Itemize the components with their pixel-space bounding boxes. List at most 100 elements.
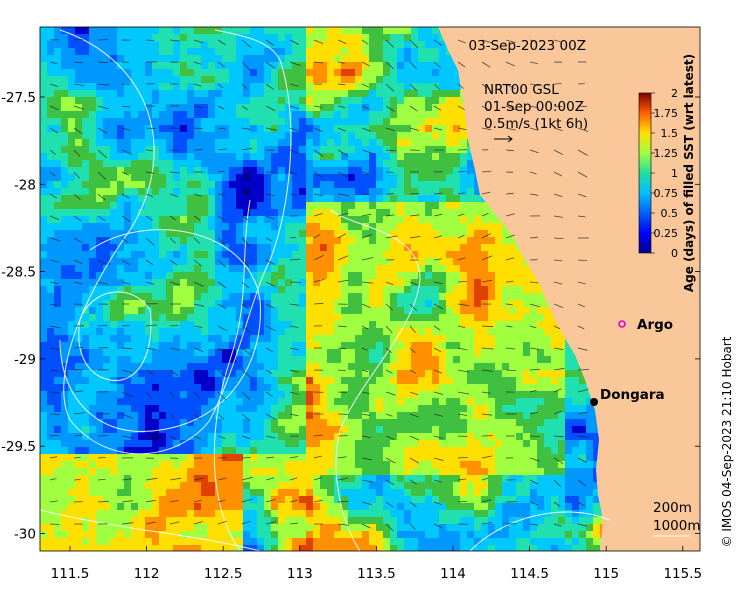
sst-age-cell xyxy=(383,146,390,153)
sst-age-cell xyxy=(355,181,362,188)
sst-age-cell xyxy=(117,314,124,321)
sst-age-cell xyxy=(306,230,313,237)
sst-age-cell xyxy=(439,160,446,167)
sst-age-cell xyxy=(397,202,404,209)
sst-age-cell xyxy=(47,244,54,251)
sst-age-cell xyxy=(236,251,243,258)
sst-age-cell xyxy=(96,181,103,188)
map-plot-area[interactable] xyxy=(40,27,705,552)
sst-age-cell xyxy=(96,27,103,34)
sst-age-cell xyxy=(376,265,383,272)
sst-age-cell xyxy=(194,202,201,209)
sst-age-cell xyxy=(61,174,68,181)
sst-age-cell xyxy=(446,125,453,132)
sst-age-cell xyxy=(397,370,404,377)
sst-age-cell xyxy=(82,230,89,237)
sst-age-cell xyxy=(355,384,362,391)
sst-age-cell xyxy=(397,265,404,272)
sst-age-cell xyxy=(376,27,383,34)
sst-age-cell xyxy=(250,83,257,90)
sst-age-cell xyxy=(75,160,82,167)
sst-age-cell xyxy=(278,167,285,174)
sst-age-cell xyxy=(40,41,47,48)
sst-age-cell xyxy=(348,195,355,202)
sst-age-cell xyxy=(390,384,397,391)
sst-age-cell xyxy=(320,118,327,125)
sst-age-cell xyxy=(369,153,376,160)
sst-age-cell xyxy=(236,132,243,139)
sst-age-cell xyxy=(327,328,334,335)
sst-age-cell xyxy=(432,356,439,363)
sst-age-cell xyxy=(180,356,187,363)
sst-age-cell xyxy=(488,223,495,230)
sst-age-cell xyxy=(306,335,313,342)
sst-age-cell xyxy=(117,83,124,90)
sst-age-cell xyxy=(432,363,439,370)
sst-age-cell xyxy=(320,230,327,237)
sst-age-cell xyxy=(278,90,285,97)
sst-age-cell xyxy=(334,111,341,118)
sst-age-cell xyxy=(243,307,250,314)
sst-age-cell xyxy=(376,153,383,160)
sst-age-cell xyxy=(334,97,341,104)
sst-age-cell xyxy=(201,230,208,237)
sst-age-cell xyxy=(166,216,173,223)
sst-age-cell xyxy=(166,174,173,181)
sst-age-cell xyxy=(124,328,131,335)
sst-age-cell xyxy=(40,335,47,342)
sst-age-cell xyxy=(145,188,152,195)
sst-age-cell xyxy=(138,76,145,83)
sst-age-cell xyxy=(306,244,313,251)
sst-age-cell xyxy=(411,391,418,398)
sst-age-cell xyxy=(180,167,187,174)
sst-age-cell xyxy=(425,83,432,90)
sst-age-cell xyxy=(110,321,117,328)
sst-age-cell xyxy=(348,307,355,314)
sst-age-cell xyxy=(82,342,89,349)
sst-age-cell xyxy=(306,328,313,335)
sst-age-cell xyxy=(537,384,544,391)
sst-age-cell xyxy=(285,391,292,398)
sst-age-cell xyxy=(103,167,110,174)
sst-age-cell xyxy=(376,90,383,97)
sst-age-cell xyxy=(271,118,278,125)
sst-age-cell xyxy=(117,48,124,55)
sst-age-cell xyxy=(82,237,89,244)
sst-age-cell xyxy=(376,286,383,293)
sst-age-cell xyxy=(110,125,117,132)
sst-age-cell xyxy=(194,83,201,90)
sst-age-cell xyxy=(292,230,299,237)
sst-age-cell xyxy=(173,328,180,335)
sst-age-cell xyxy=(54,265,61,272)
sst-age-cell xyxy=(229,111,236,118)
sst-age-cell xyxy=(138,363,145,370)
sst-age-cell xyxy=(439,377,446,384)
sst-age-cell xyxy=(187,265,194,272)
sst-age-cell xyxy=(54,146,61,153)
sst-age-cell xyxy=(418,69,425,76)
sst-age-cell xyxy=(103,83,110,90)
sst-age-cell xyxy=(285,321,292,328)
sst-age-cell xyxy=(180,181,187,188)
sst-age-cell xyxy=(271,384,278,391)
sst-age-cell xyxy=(243,153,250,160)
sst-age-cell xyxy=(439,83,446,90)
sst-age-cell xyxy=(285,118,292,125)
sst-age-cell xyxy=(271,188,278,195)
sst-age-cell xyxy=(341,153,348,160)
sst-age-cell xyxy=(411,160,418,167)
sst-age-cell xyxy=(467,174,474,181)
sst-age-cell xyxy=(54,90,61,97)
sst-age-cell xyxy=(152,209,159,216)
sst-age-cell xyxy=(397,335,404,342)
sst-age-cell xyxy=(313,104,320,111)
sst-age-cell xyxy=(418,174,425,181)
sst-age-cell xyxy=(495,370,502,377)
sst-age-cell xyxy=(334,342,341,349)
sst-age-cell xyxy=(68,300,75,307)
sst-age-cell xyxy=(313,307,320,314)
sst-age-cell xyxy=(320,251,327,258)
sst-age-cell xyxy=(250,272,257,279)
sst-age-cell xyxy=(390,356,397,363)
sst-age-cell xyxy=(257,104,264,111)
